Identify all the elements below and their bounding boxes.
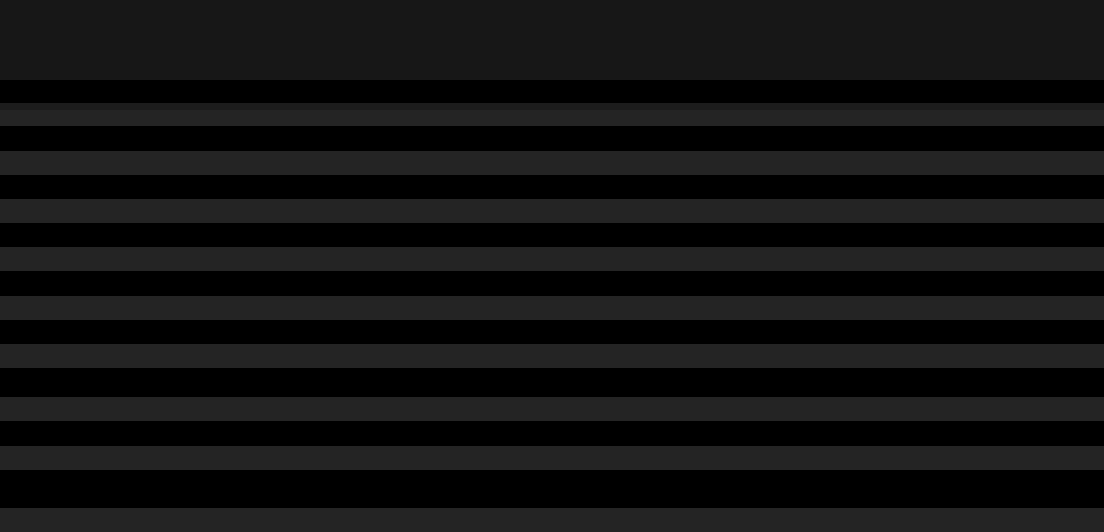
list-row: [0, 508, 1104, 532]
list-row: [0, 296, 1104, 320]
list-row: [0, 344, 1104, 368]
list-row: [0, 397, 1104, 421]
list-row: [0, 151, 1104, 175]
list-row: [0, 199, 1104, 223]
list-row: [0, 247, 1104, 271]
list-row: [0, 446, 1104, 470]
header-bar: [0, 0, 1104, 80]
separator: [0, 103, 1104, 110]
list-row: [0, 110, 1104, 126]
